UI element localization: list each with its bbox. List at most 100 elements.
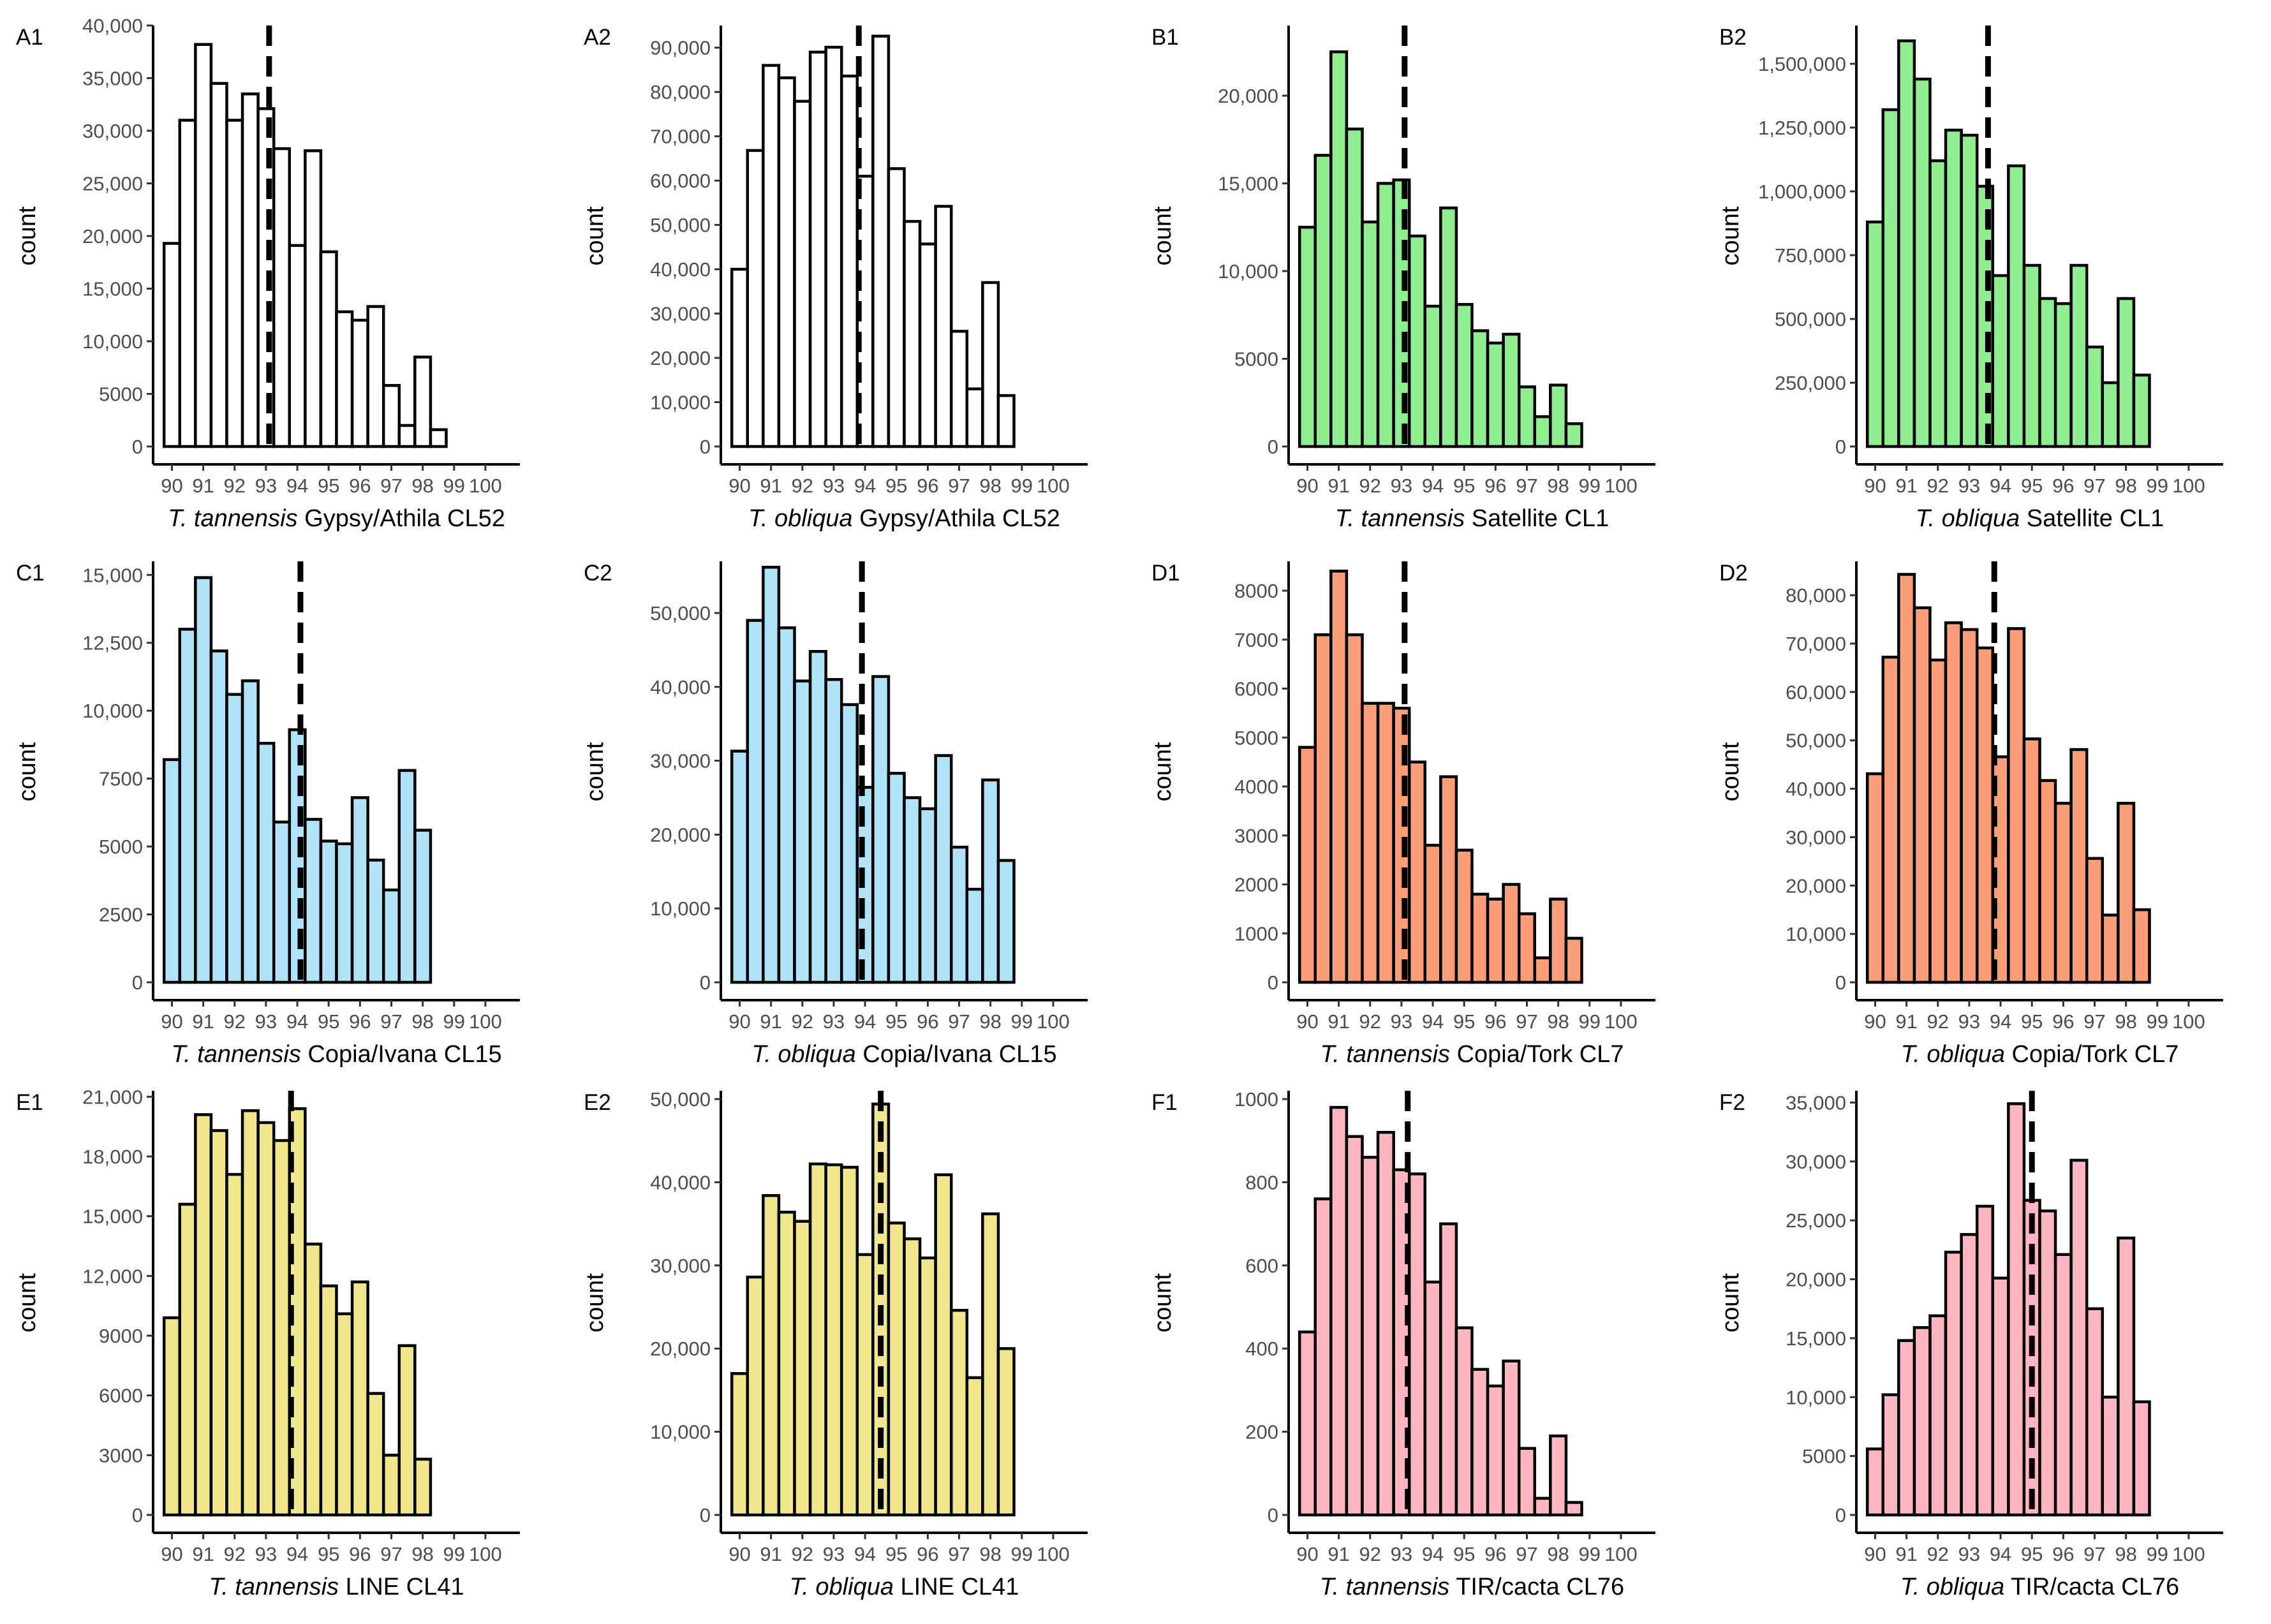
x-tick-label: 99 <box>2147 1543 2168 1565</box>
panel-tag: B2 <box>1719 25 1747 50</box>
histogram-bar <box>1329 570 1349 984</box>
y-tick-label: 25,000 <box>1786 1209 1846 1232</box>
histogram-bar <box>1376 1130 1395 1517</box>
x-tick-label: 96 <box>2052 475 2074 497</box>
histogram-bar <box>903 1237 922 1517</box>
x-tick-label: 96 <box>1484 1010 1506 1033</box>
x-tick-label: 92 <box>792 475 813 497</box>
histogram-bar <box>949 845 969 984</box>
x-tick-label: 96 <box>917 1543 938 1565</box>
histogram-bar <box>1912 77 1932 448</box>
x-tick-label: 99 <box>1579 1010 1601 1033</box>
x-tick-label: 95 <box>318 475 339 497</box>
x-tick-label: 97 <box>380 1543 402 1565</box>
histogram-bar <box>2038 779 2057 984</box>
histogram-bar <box>397 1344 417 1517</box>
histogram-bar <box>240 1109 260 1517</box>
x-tick-label: 90 <box>729 1010 750 1033</box>
histogram-bar <box>272 147 292 448</box>
histogram-bar <box>934 205 953 448</box>
x-tick-label: 94 <box>854 1010 876 1033</box>
histogram-bar <box>887 772 906 984</box>
y-tick-label: 40,000 <box>1786 778 1846 801</box>
species-name: T. tannensis <box>171 1041 301 1068</box>
y-tick-label: 10,000 <box>1786 1386 1846 1408</box>
y-tick-label: 10,000 <box>82 330 143 353</box>
y-tick-label: 70,000 <box>1786 633 1846 655</box>
histogram-bar <box>1407 1172 1427 1517</box>
species-name: T. obliqua <box>790 1574 894 1600</box>
x-tick-label: 94 <box>286 1543 308 1565</box>
histogram-bar <box>996 394 1016 448</box>
histogram-bar <box>777 76 796 448</box>
histogram-bar <box>1376 702 1395 984</box>
histogram-bar <box>1392 1168 1411 1517</box>
y-tick-label: 0 <box>132 1504 143 1526</box>
histogram-bar <box>2022 737 2041 984</box>
y-tick-label: 30,000 <box>650 303 711 325</box>
species-name: T. tannensis <box>1320 1041 1451 1068</box>
x-tick-label: 95 <box>2021 1010 2043 1033</box>
title-gap <box>339 1574 346 1600</box>
y-tick-label: 4000 <box>1234 776 1278 798</box>
histogram-bar <box>272 1139 292 1517</box>
histogram-bar <box>1897 1339 1916 1517</box>
histogram-bar <box>178 1202 197 1517</box>
y-tick-label: 70,000 <box>650 126 711 148</box>
histogram-bar <box>746 619 765 984</box>
x-tick-label: 91 <box>760 1543 781 1565</box>
histogram-bar <box>1549 383 1568 448</box>
histogram-bar <box>1407 760 1427 984</box>
y-tick-label: 40,000 <box>82 15 143 37</box>
panel-tag: A1 <box>16 25 43 50</box>
x-tick-label: 98 <box>411 475 433 497</box>
histogram-bar <box>1991 1276 2010 1517</box>
species-name: T. tannensis <box>209 1574 339 1600</box>
histogram-bar <box>1470 892 1490 984</box>
x-tick-label: 91 <box>1895 475 1917 497</box>
histogram-bar <box>949 330 969 448</box>
y-tick-label: 20,000 <box>650 1338 711 1360</box>
y-tick-label: 0 <box>1835 971 1846 994</box>
histogram-bar <box>1549 1434 1568 1517</box>
x-tick-label: 100 <box>469 1543 502 1565</box>
histogram-bar <box>335 310 354 448</box>
x-axis-title: T. obliqua Copia/Ivana CL15 <box>751 1041 1056 1068</box>
histogram-bar <box>1865 1447 1885 1517</box>
x-axis-title: T. obliqua TIR/cacta CL76 <box>1900 1574 2179 1600</box>
x-tick-label: 96 <box>349 1010 371 1033</box>
x-tick-label: 91 <box>192 1543 214 1565</box>
panel-c2: C2 0 10,000 20,000 30,000 40,000 50,000 90 91 92 9… <box>582 561 1088 1068</box>
histogram-bar <box>808 1162 827 1517</box>
x-tick-label: 99 <box>1579 1543 1601 1565</box>
y-tick-label: 0 <box>700 1504 711 1526</box>
y-tick-label: 35,000 <box>1786 1091 1846 1114</box>
histogram-bar <box>1376 182 1395 448</box>
panel-a2: A2 0 10,000 20,000 30,000 40,000 50,000 60,000 7… <box>582 25 1088 532</box>
histogram-bar <box>1502 883 1521 984</box>
x-axis-title: T. tannensis Gypsy/Athila CL52 <box>168 505 505 532</box>
histogram-bar <box>1865 220 1885 448</box>
x-tick-label: 99 <box>2147 1010 2168 1033</box>
histogram-bar <box>1897 573 1916 984</box>
panel-tag: A2 <box>584 25 611 50</box>
y-tick-label: 0 <box>1268 436 1278 458</box>
histogram-bar <box>350 318 369 448</box>
histogram-bar <box>965 1376 984 1517</box>
histogram-bar <box>981 281 1000 448</box>
x-tick-label: 90 <box>1296 1543 1318 1565</box>
repeat-cluster-name: Satellite CL1 <box>1472 505 1609 532</box>
histogram-bar <box>413 829 433 984</box>
y-tick-label: 3000 <box>99 1444 143 1466</box>
histogram-bar <box>178 628 197 984</box>
histogram-bar <box>1991 274 2010 448</box>
x-tick-label: 93 <box>823 475 845 497</box>
y-tick-label: 500,000 <box>1775 308 1846 330</box>
y-tick-label: 40,000 <box>650 676 711 698</box>
x-tick-label: 92 <box>1359 1543 1381 1565</box>
histogram-bar <box>918 807 937 984</box>
y-tick-label: 20,000 <box>1786 875 1846 897</box>
x-tick-label: 95 <box>1453 475 1475 497</box>
histogram-bar <box>1439 775 1458 984</box>
